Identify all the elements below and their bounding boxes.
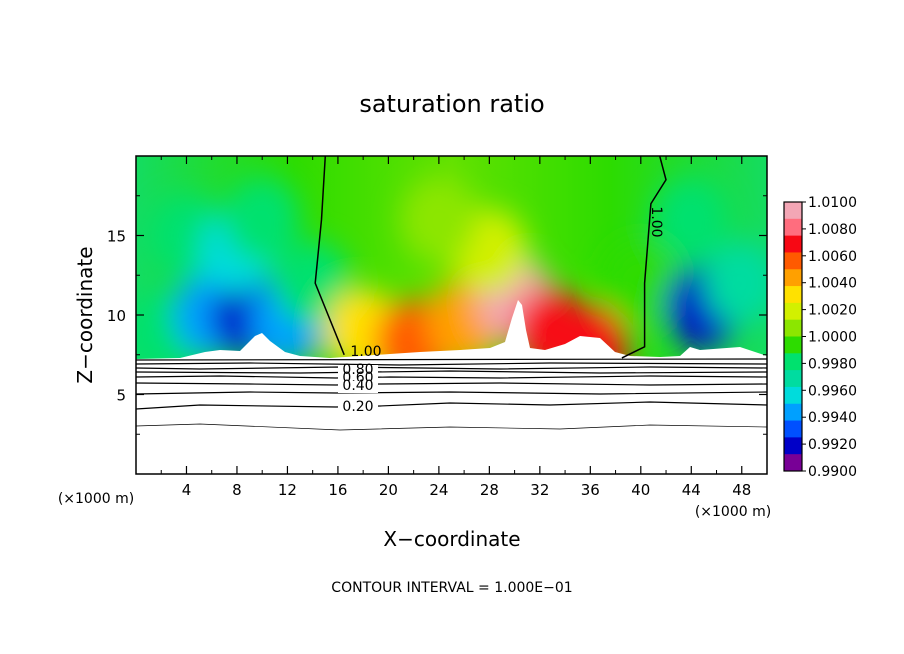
contour-line xyxy=(136,391,767,395)
colorbar-label: 1.0100 xyxy=(808,195,857,211)
contour-labels: 1.00 1.00 0.80 0.60 0.40 0.20 xyxy=(338,206,664,415)
contour-line xyxy=(136,362,767,366)
colorbar-label: 1.0060 xyxy=(808,249,857,265)
colorbar-label: 1.0020 xyxy=(808,303,857,319)
colorbar-swatch xyxy=(784,252,802,270)
colorbar-swatch xyxy=(784,235,802,253)
contour-line xyxy=(136,401,767,410)
saturation-line-left xyxy=(314,156,345,356)
field-cell xyxy=(653,177,730,262)
contour-line xyxy=(136,370,767,374)
colorbar xyxy=(783,201,803,472)
y-axis: 5 10 15 xyxy=(107,195,767,435)
field-cells xyxy=(136,177,767,389)
colorbar-swatch xyxy=(784,319,802,337)
contour-label: 0.40 xyxy=(342,378,373,394)
x-axis-label: X−coordinate xyxy=(383,527,520,551)
x-tick-label: 8 xyxy=(232,481,242,499)
y-tick-label: 5 xyxy=(116,387,126,405)
x-tick-label: 32 xyxy=(530,481,549,499)
colorbar-swatch xyxy=(784,286,802,304)
x-units-label-right: (×1000 m) xyxy=(695,504,771,520)
saturation-line-right xyxy=(621,156,667,359)
colorbar-label: 0.9980 xyxy=(808,356,857,372)
lower-region xyxy=(136,300,767,474)
x-tick-label: 20 xyxy=(379,481,398,499)
colorbar-label: 0.9960 xyxy=(808,383,857,399)
colorbar-swatch xyxy=(784,403,802,422)
x-tick-label: 48 xyxy=(732,481,751,499)
contour-label: 1.00 xyxy=(350,344,381,360)
colorbar-swatch xyxy=(784,437,802,455)
colorbar-label: 1.0040 xyxy=(808,276,857,292)
colorbar-swatch xyxy=(784,420,802,438)
x-tick-label: 4 xyxy=(182,481,192,499)
chart-title: saturation ratio xyxy=(359,90,544,118)
contour-line xyxy=(136,375,767,379)
colorbar-label: 0.9940 xyxy=(808,410,857,426)
x-units-label: (×1000 m) xyxy=(58,491,134,507)
x-tick-label: 44 xyxy=(682,481,701,499)
footer-note: CONTOUR INTERVAL = 1.000E−01 xyxy=(331,580,572,596)
x-tick-label: 24 xyxy=(429,481,448,499)
contour-label: 1.00 xyxy=(648,206,664,237)
y-axis-label: Z−coordinate xyxy=(73,246,97,383)
plot-area xyxy=(136,156,767,474)
contour-line xyxy=(136,366,767,370)
x-tick-label: 36 xyxy=(581,481,600,499)
colorbar-labels: 1.0100 1.0080 1.0060 1.0040 1.0020 1.0000 0.99… xyxy=(802,195,857,480)
colorbar-label: 1.0000 xyxy=(808,330,857,346)
colorbar-swatch xyxy=(784,302,802,321)
contour-label: 0.20 xyxy=(342,399,373,415)
field-cell xyxy=(224,177,301,262)
colorbar-swatch xyxy=(784,202,802,220)
x-tick-label: 16 xyxy=(328,481,347,499)
colorbar-swatch xyxy=(784,454,802,472)
colorbar-swatch xyxy=(784,336,802,354)
colorbar-label: 0.9920 xyxy=(808,437,857,453)
colorbar-label: 1.0080 xyxy=(808,222,857,238)
x-tick-label: 28 xyxy=(480,481,499,499)
contour-line xyxy=(136,358,767,361)
colorbar-label: 0.9900 xyxy=(808,464,857,480)
y-tick-label: 15 xyxy=(107,228,126,246)
field-cell xyxy=(400,177,477,262)
contour-lines xyxy=(136,358,767,431)
colorbar-swatch xyxy=(784,370,802,388)
colorbar-swatch xyxy=(784,269,802,287)
x-tick-label: 12 xyxy=(278,481,297,499)
y-tick-label: 10 xyxy=(107,307,126,325)
colorbar-swatch xyxy=(784,386,802,405)
field-cell xyxy=(602,241,679,326)
colorbar-swatch xyxy=(784,218,802,237)
contour-line xyxy=(136,423,767,431)
colorbar-swatch xyxy=(784,353,802,371)
contour-line xyxy=(136,382,767,386)
field-cell xyxy=(274,241,351,326)
x-tick-label: 40 xyxy=(631,481,650,499)
field-cell xyxy=(703,241,767,326)
x-axis: 4 8 12 16 20 24 28 32 36 40 44 48 xyxy=(160,156,751,499)
